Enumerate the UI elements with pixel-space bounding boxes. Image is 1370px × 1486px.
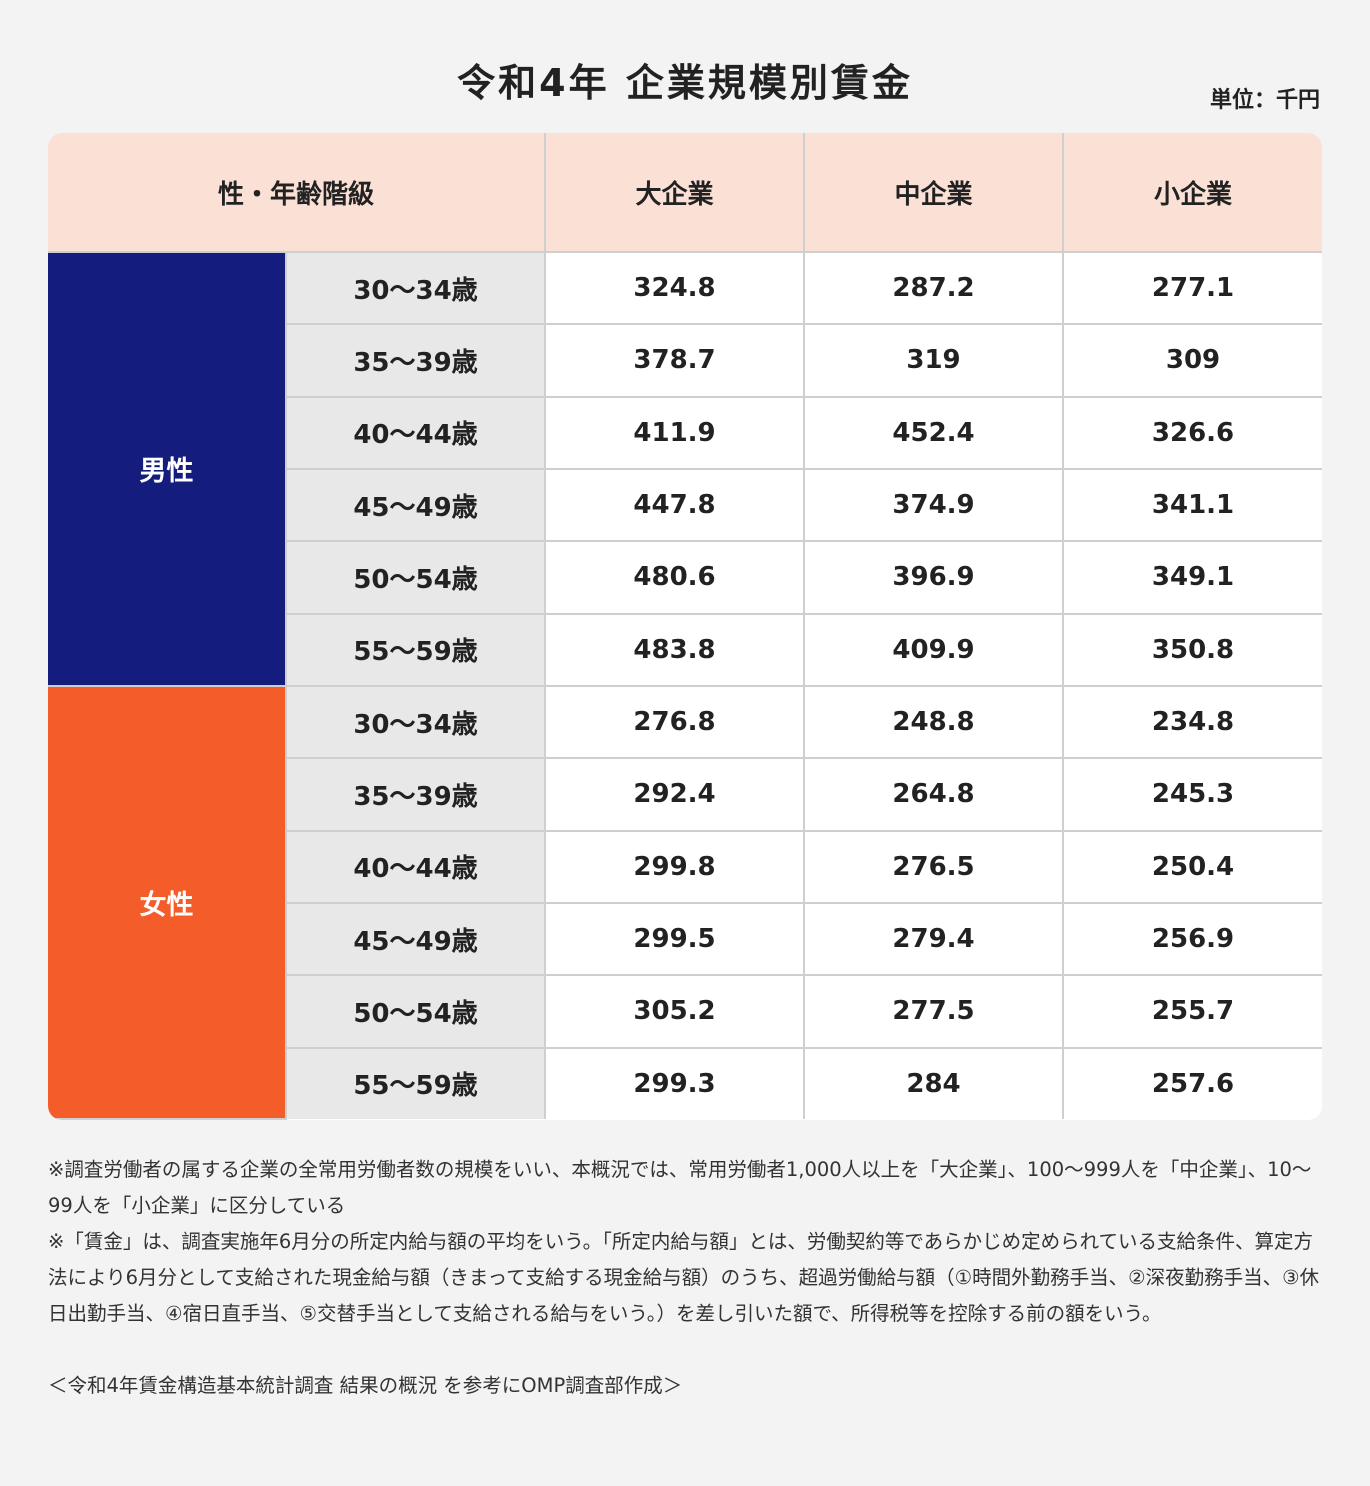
age-cell: 50〜54歳 [286, 974, 547, 1049]
age-cell: 30〜34歳 [284, 250, 547, 326]
header-small: 小企業 [1062, 133, 1322, 253]
value-cell: 341.1 [1062, 467, 1322, 543]
age-cell: 45〜49歳 [286, 901, 547, 977]
group-cell: 女性 [48, 684, 287, 1120]
age-cell: 55〜59歳 [286, 612, 547, 687]
value-cell: 396.9 [803, 540, 1065, 615]
header-category: 性・年齢階級 [48, 133, 547, 253]
value-cell: 287.2 [803, 250, 1065, 326]
note-2: ※「賃金」は、調査実施年6月分の所定内給与額の平均をいう。「所定内給与額」とは、… [48, 1230, 1320, 1325]
wage-table: 性・年齢階級 大企業 中企業 小企業 男性 30〜34歳 324.8 287.2 277… [48, 133, 1322, 1120]
value-cell: 256.9 [1062, 901, 1322, 977]
table-row: 50〜54歳 305.2 277.5 255.7 [48, 974, 1322, 1049]
value-cell: 374.9 [803, 467, 1065, 543]
value-cell: 299.5 [544, 901, 806, 977]
age-cell: 35〜39歳 [286, 757, 547, 832]
value-cell: 452.4 [803, 395, 1065, 470]
value-cell: 277.1 [1062, 250, 1322, 326]
table-row: 35〜39歳 292.4 264.8 245.3 [48, 757, 1322, 832]
value-cell: 245.3 [1062, 757, 1322, 832]
value-cell: 480.6 [544, 540, 806, 615]
age-cell: 45〜49歳 [286, 467, 547, 543]
value-cell: 309 [1062, 323, 1322, 398]
table-row: 50〜54歳 480.6 396.9 349.1 [48, 540, 1322, 615]
table-row: 40〜44歳 299.8 276.5 250.4 [48, 829, 1322, 904]
table-row: 45〜49歳 299.5 279.4 256.9 [48, 901, 1322, 977]
value-cell: 326.6 [1062, 395, 1322, 470]
table-row: 55〜59歳 483.8 409.9 350.8 [48, 612, 1322, 687]
age-cell: 40〜44歳 [286, 395, 547, 470]
unit-label: 単位：千円 [1209, 88, 1320, 113]
chart-title: 令和4年 企業規模別賃金 [457, 61, 913, 105]
value-cell: 305.2 [544, 974, 806, 1049]
value-cell: 299.8 [544, 829, 806, 904]
header-row: 性・年齢階級 大企業 中企業 小企業 [48, 133, 1322, 253]
value-cell: 277.5 [803, 974, 1065, 1049]
value-cell: 248.8 [803, 684, 1065, 760]
value-cell: 234.8 [1062, 684, 1322, 760]
note-1: ※調査労働者の属する企業の全常用労働者数の規模をいい、本概況では、常用労働者1,… [48, 1158, 1312, 1217]
age-cell: 50〜54歳 [286, 540, 547, 615]
value-cell: 250.4 [1062, 829, 1322, 904]
table-row: 35〜39歳 378.7 319 309 [48, 323, 1322, 398]
wage-table-container: 性・年齢階級 大企業 中企業 小企業 男性 30〜34歳 324.8 287.2 277… [48, 133, 1322, 1120]
value-cell: 292.4 [544, 757, 806, 832]
group-cell: 男性 [48, 251, 287, 687]
table-row: 45〜49歳 447.8 374.9 341.1 [48, 467, 1322, 543]
table-row: 55〜59歳 299.3 284 257.6 [48, 1046, 1322, 1119]
age-cell: 55〜59歳 [286, 1046, 547, 1119]
header-large: 大企業 [544, 133, 806, 253]
value-cell: 409.9 [803, 612, 1065, 687]
value-cell: 276.8 [544, 684, 806, 760]
age-cell: 35〜39歳 [286, 323, 547, 398]
table-row: 40〜44歳 411.9 452.4 326.6 [48, 395, 1322, 470]
value-cell: 349.1 [1062, 540, 1322, 615]
value-cell: 299.3 [544, 1046, 806, 1119]
age-cell: 40〜44歳 [286, 829, 547, 904]
value-cell: 350.8 [1062, 612, 1322, 687]
value-cell: 447.8 [544, 467, 806, 543]
value-cell: 411.9 [544, 395, 806, 470]
table-row: 男性 30〜34歳 324.8 287.2 277.1 [48, 250, 1322, 687]
value-cell: 255.7 [1062, 974, 1322, 1049]
value-cell: 279.4 [803, 901, 1065, 977]
table-row: 女性 30〜34歳 276.8 248.8 234.8 [48, 684, 1322, 1120]
value-cell: 483.8 [544, 612, 806, 687]
source-note: ＜令和4年賃金構造基本統計調査 結果の概況 を参考にOMP調査部作成＞ [48, 1374, 683, 1397]
notes: ※調査労働者の属する企業の全常用労働者数の規模をいい、本概況では、常用労働者1,… [48, 1152, 1328, 1404]
age-cell: 30〜34歳 [284, 684, 547, 760]
value-cell: 324.8 [544, 250, 806, 326]
value-cell: 319 [803, 323, 1065, 398]
value-cell: 257.6 [1062, 1046, 1322, 1119]
value-cell: 284 [803, 1046, 1065, 1119]
value-cell: 264.8 [803, 757, 1065, 832]
header-medium: 中企業 [803, 133, 1065, 253]
value-cell: 378.7 [544, 323, 806, 398]
value-cell: 276.5 [803, 829, 1065, 904]
